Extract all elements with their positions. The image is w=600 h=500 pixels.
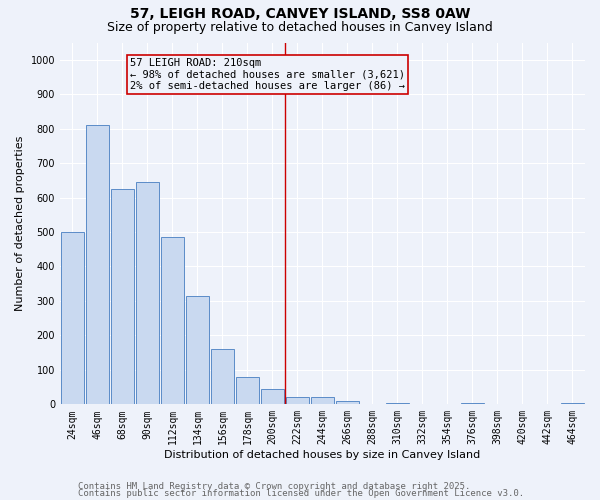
- Bar: [136, 182, 160, 404]
- Bar: [335, 401, 359, 404]
- Bar: [286, 397, 310, 404]
- Text: 57 LEIGH ROAD: 210sqm
← 98% of detached houses are smaller (3,621)
2% of semi-de: 57 LEIGH ROAD: 210sqm ← 98% of detached …: [130, 58, 405, 91]
- Bar: [461, 403, 484, 404]
- Bar: [560, 403, 584, 404]
- Bar: [185, 296, 209, 405]
- Text: Contains HM Land Registry data © Crown copyright and database right 2025.: Contains HM Land Registry data © Crown c…: [78, 482, 470, 491]
- Text: 57, LEIGH ROAD, CANVEY ISLAND, SS8 0AW: 57, LEIGH ROAD, CANVEY ISLAND, SS8 0AW: [130, 8, 470, 22]
- Y-axis label: Number of detached properties: Number of detached properties: [15, 136, 25, 311]
- Text: Contains public sector information licensed under the Open Government Licence v3: Contains public sector information licen…: [78, 490, 524, 498]
- Bar: [311, 398, 334, 404]
- Bar: [86, 125, 109, 404]
- Bar: [260, 389, 284, 404]
- Bar: [110, 189, 134, 404]
- X-axis label: Distribution of detached houses by size in Canvey Island: Distribution of detached houses by size …: [164, 450, 481, 460]
- Bar: [211, 349, 235, 405]
- Text: Size of property relative to detached houses in Canvey Island: Size of property relative to detached ho…: [107, 21, 493, 34]
- Bar: [236, 377, 259, 404]
- Bar: [386, 402, 409, 404]
- Bar: [161, 237, 184, 404]
- Bar: [61, 232, 84, 404]
